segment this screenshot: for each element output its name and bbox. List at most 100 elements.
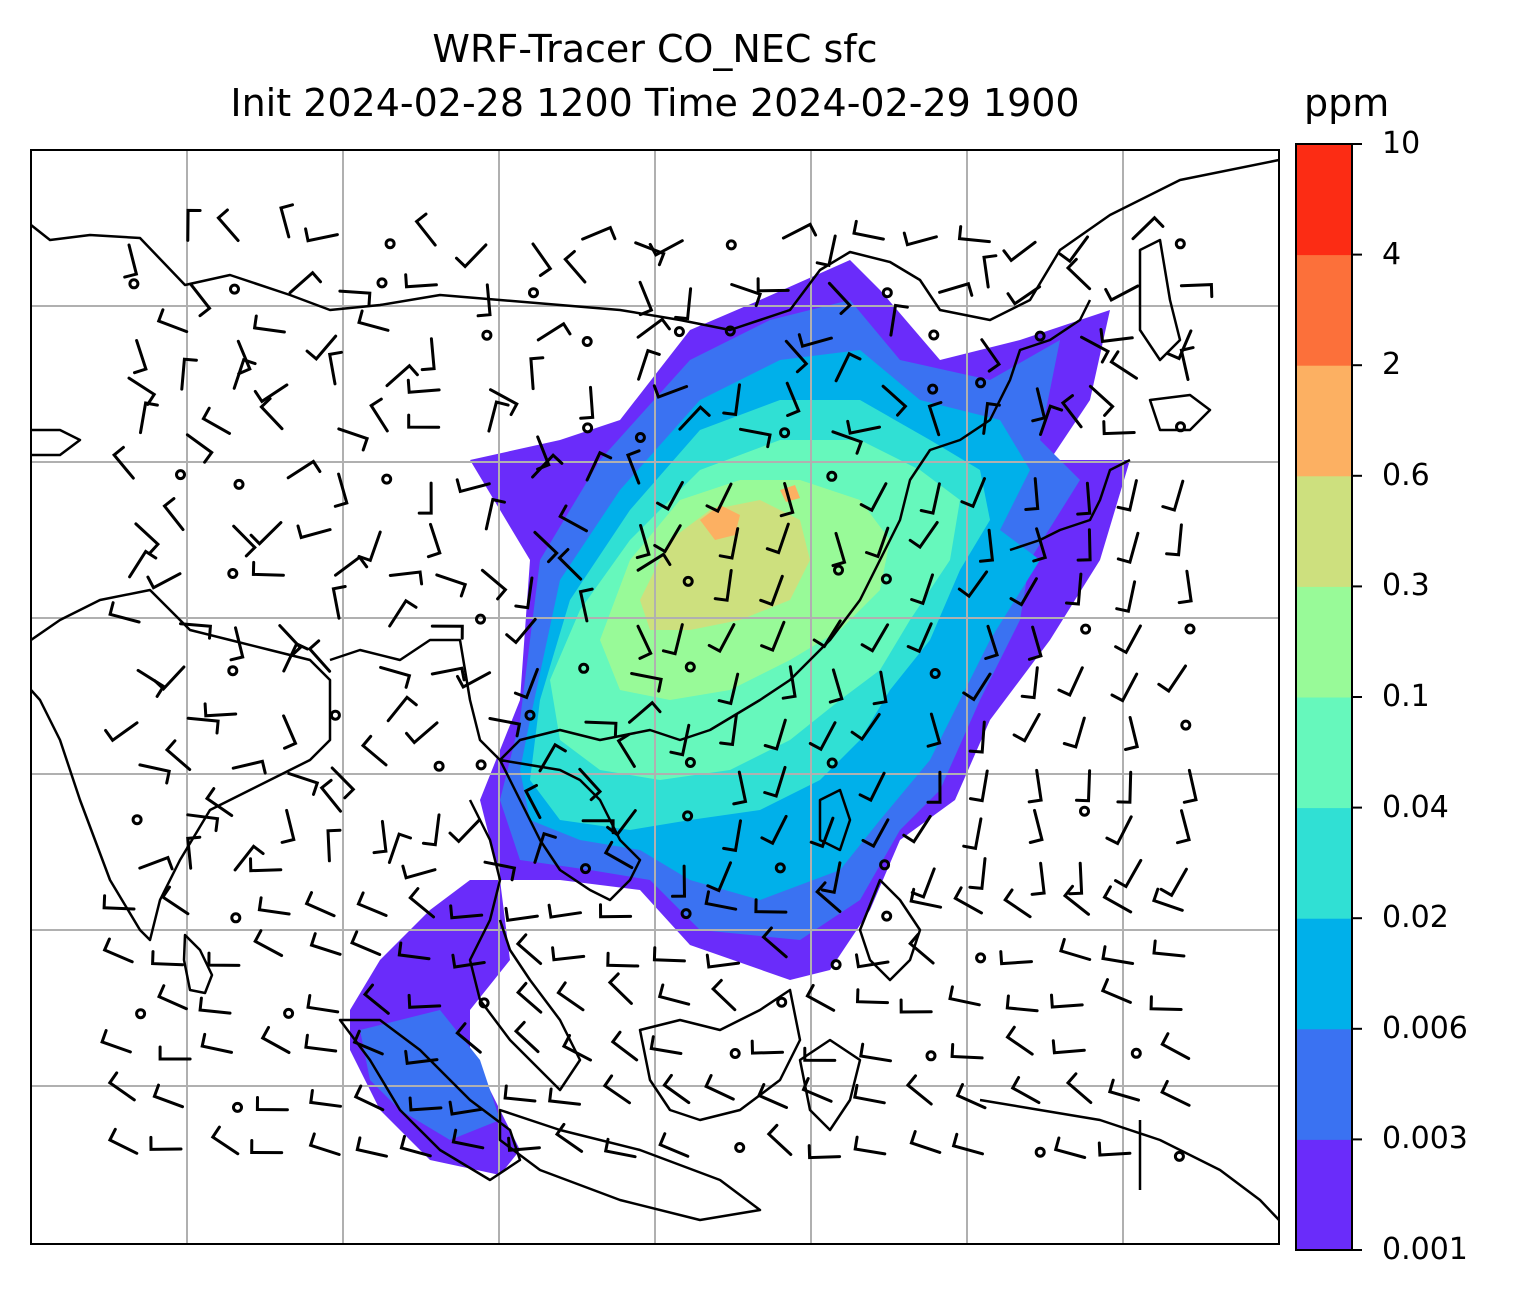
- wind-barb: [251, 560, 285, 577]
- wind-barb: [1058, 235, 1089, 264]
- wind-barb: [421, 813, 441, 847]
- wind-barb: [784, 339, 809, 374]
- wind-barb: [648, 239, 684, 257]
- colorbar-tick-label: 10: [1382, 126, 1421, 161]
- colorbar-segment: [1296, 918, 1352, 1030]
- wind-barb: [1027, 625, 1043, 661]
- wind-barb: [558, 504, 588, 533]
- wind-barb: [765, 522, 790, 555]
- wind-barb: [805, 983, 836, 1012]
- wind-barb: [533, 530, 559, 564]
- wind-barb: [430, 624, 464, 640]
- wind-barb: [304, 227, 339, 243]
- wind-barb: [507, 1136, 541, 1152]
- wind-barb: [414, 212, 437, 247]
- wind-barb: [186, 835, 202, 870]
- wind-barb: [707, 623, 736, 654]
- wind-barb: [1062, 716, 1086, 749]
- wind-barb: [296, 524, 332, 540]
- wind-barb: [1157, 664, 1187, 694]
- wind-barb: [1114, 858, 1143, 889]
- wind-barb: [938, 281, 974, 297]
- calm-wind-circle: [233, 478, 245, 490]
- wind-barb: [304, 891, 336, 918]
- wind-barb: [757, 1083, 788, 1109]
- wind-barb: [397, 941, 431, 961]
- calm-wind-circle: [135, 1008, 147, 1020]
- wind-barb: [1076, 528, 1092, 562]
- wind-barb: [1131, 215, 1165, 241]
- calm-wind-circle: [682, 575, 694, 587]
- wind-barb: [1161, 479, 1185, 512]
- wind-barb: [455, 1022, 482, 1054]
- colorbar-segment: [1296, 697, 1352, 809]
- wind-barb: [1152, 939, 1186, 958]
- wind-barb: [634, 241, 666, 267]
- wind-barb: [548, 1087, 581, 1106]
- calm-wind-circle: [580, 863, 591, 875]
- wind-barb: [579, 385, 595, 420]
- wind-barb: [607, 972, 633, 1005]
- wind-barb: [352, 1029, 384, 1056]
- wind-barb: [669, 723, 691, 757]
- wind-barb: [513, 667, 539, 700]
- wind-barb: [853, 1135, 887, 1156]
- wind-barb: [1075, 769, 1092, 803]
- wind-barb: [456, 671, 492, 690]
- wind-barb: [902, 814, 932, 844]
- wind-barb: [980, 338, 1002, 373]
- wind-barb: [451, 1128, 485, 1150]
- wind-barb: [407, 993, 442, 1009]
- wind-barb: [404, 1049, 439, 1065]
- wind-barb: [557, 548, 583, 581]
- wind-barb: [100, 1029, 132, 1054]
- calm-wind-circle: [478, 997, 490, 1009]
- coastlines-borders: [31, 158, 1279, 1222]
- calm-wind-circle: [684, 757, 696, 768]
- wind-barb: [333, 472, 349, 508]
- wind-barb: [785, 381, 801, 417]
- wind-barb: [279, 203, 294, 239]
- wind-barb: [637, 348, 661, 381]
- calm-wind-circle: [581, 336, 593, 347]
- calm-wind-circle: [680, 908, 692, 920]
- wind-barb: [331, 585, 347, 620]
- wind-barb: [906, 622, 933, 654]
- colorbar-unit-label: ppm: [1304, 81, 1390, 125]
- wind-barb: [860, 623, 890, 653]
- wind-barb: [828, 668, 844, 704]
- calm-wind-circle: [475, 759, 487, 771]
- wind-barb: [561, 1034, 592, 1062]
- wind-barb: [1068, 861, 1084, 896]
- wind-barb: [853, 1083, 886, 1105]
- wind-barb: [763, 765, 787, 798]
- wind-barb: [157, 984, 188, 1011]
- calm-wind-circle: [384, 238, 396, 250]
- wind-barb: [249, 521, 283, 546]
- wind-barb: [280, 808, 296, 844]
- calm-wind-circle: [1130, 1047, 1142, 1059]
- wind-barb: [662, 1073, 691, 1105]
- wind-barb: [581, 819, 615, 835]
- wind-barb: [636, 552, 672, 572]
- wind-barb: [710, 978, 737, 1012]
- wind-barb: [908, 933, 935, 965]
- wind-barb: [955, 1083, 987, 1110]
- wind-barb: [808, 721, 837, 752]
- wind-barb: [797, 333, 833, 349]
- wind-barb: [401, 864, 437, 880]
- calm-wind-circle: [1034, 1146, 1046, 1158]
- calm-wind-circle: [528, 287, 539, 299]
- wind-barb: [200, 1032, 233, 1054]
- wind-barb: [652, 946, 686, 963]
- colorbar-tick-label: 0.1: [1382, 679, 1430, 714]
- wind-barb: [581, 225, 617, 241]
- wind-barb: [968, 769, 989, 803]
- wind-barb: [1051, 1039, 1086, 1055]
- wind-barb: [1059, 937, 1092, 961]
- wind-barb: [653, 524, 682, 554]
- wind-barb: [282, 714, 298, 750]
- calm-wind-circle: [1034, 330, 1046, 342]
- wind-barb: [1053, 1136, 1087, 1159]
- wind-barb: [881, 384, 908, 417]
